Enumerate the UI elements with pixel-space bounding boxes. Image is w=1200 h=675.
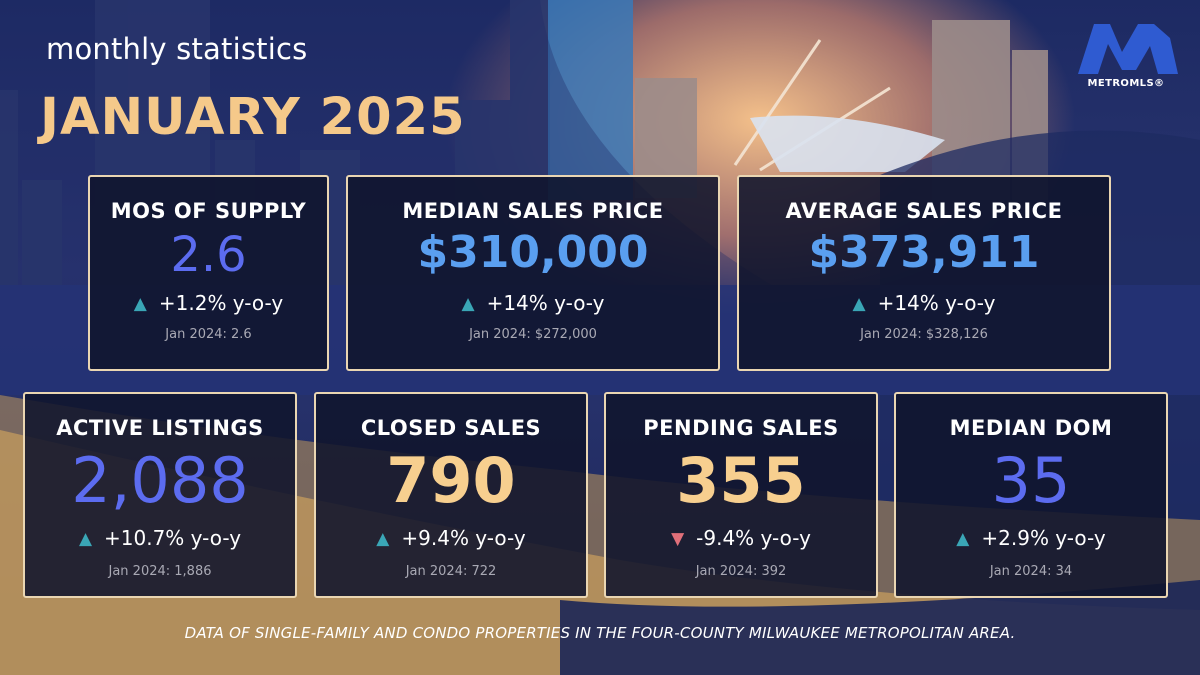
card-prior-year: Jan 2024: $328,126 bbox=[860, 327, 988, 342]
page-title: JANUARY 2025 bbox=[40, 88, 466, 147]
card-prior-year: Jan 2024: 1,886 bbox=[108, 564, 212, 579]
card-change: ▲ +9.4% y-o-y bbox=[316, 526, 586, 550]
card-label: AVERAGE SALES PRICE bbox=[785, 199, 1063, 223]
card-value: 2,088 bbox=[71, 444, 249, 517]
card-change-text: +9.4% y-o-y bbox=[401, 526, 526, 550]
card-value: $373,911 bbox=[808, 227, 1040, 278]
logo-wordmark: METROMLS® bbox=[1087, 78, 1165, 89]
footer-note: DATA OF SINGLE-FAMILY AND CONDO PROPERTI… bbox=[184, 624, 1016, 642]
up-triangle-icon: ▲ bbox=[78, 529, 93, 549]
card-change: ▲ +2.9% y-o-y bbox=[896, 526, 1166, 550]
card-change: ▲ +14% y-o-y bbox=[739, 291, 1109, 315]
card-active-listings: ACTIVE LISTINGS 2,088 ▲ +10.7% y-o-y Jan … bbox=[23, 392, 297, 598]
card-value: 35 bbox=[991, 444, 1071, 517]
up-triangle-icon: ▲ bbox=[461, 294, 475, 314]
card-closed-sales: CLOSED SALES 790 ▲ +9.4% y-o-y Jan 2024: … bbox=[314, 392, 588, 598]
card-prior-year: Jan 2024: 392 bbox=[695, 564, 787, 579]
card-change: ▲ +10.7% y-o-y bbox=[25, 526, 295, 550]
card-label: CLOSED SALES bbox=[360, 416, 542, 440]
card-median-dom: MEDIAN DOM 35 ▲ +2.9% y-o-y Jan 2024: 34 bbox=[894, 392, 1168, 598]
card-value: 355 bbox=[676, 444, 806, 517]
card-label: MEDIAN SALES PRICE bbox=[402, 199, 664, 223]
card-label: ACTIVE LISTINGS bbox=[56, 416, 264, 440]
card-change-text: +14% y-o-y bbox=[877, 291, 996, 315]
card-label: PENDING SALES bbox=[643, 416, 839, 440]
subtitle: monthly statistics bbox=[46, 32, 308, 66]
card-prior-year: Jan 2024: 34 bbox=[989, 564, 1073, 579]
card-months-of-supply: MOS OF SUPPLY 2.6 ▲ +1.2% y-o-y Jan 2024:… bbox=[88, 175, 329, 371]
card-change: ▲ +1.2% y-o-y bbox=[90, 291, 327, 315]
card-pending-sales: PENDING SALES 355 ▼ -9.4% y-o-y Jan 2024:… bbox=[604, 392, 878, 598]
card-change: ▼ -9.4% y-o-y bbox=[606, 526, 876, 550]
metromls-m-logo-icon bbox=[1078, 24, 1178, 74]
up-triangle-icon: ▲ bbox=[852, 294, 866, 314]
card-value: $310,000 bbox=[417, 227, 649, 278]
card-change-text: +10.7% y-o-y bbox=[104, 526, 242, 550]
card-value: 2.6 bbox=[170, 227, 247, 283]
card-prior-year: Jan 2024: 722 bbox=[405, 564, 497, 579]
card-median-sales-price: MEDIAN SALES PRICE $310,000 ▲ +14% y-o-y … bbox=[346, 175, 720, 371]
card-prior-year: Jan 2024: 2.6 bbox=[165, 327, 252, 342]
card-value: 790 bbox=[386, 444, 516, 517]
card-change-text: +1.2% y-o-y bbox=[158, 291, 284, 315]
card-change-text: -9.4% y-o-y bbox=[696, 526, 811, 550]
card-average-sales-price: AVERAGE SALES PRICE $373,911 ▲ +14% y-o-y… bbox=[737, 175, 1111, 371]
card-change-text: +2.9% y-o-y bbox=[981, 526, 1106, 550]
card-prior-year: Jan 2024: $272,000 bbox=[469, 327, 597, 342]
down-triangle-icon: ▼ bbox=[671, 529, 685, 549]
up-triangle-icon: ▲ bbox=[133, 294, 147, 314]
card-change-text: +14% y-o-y bbox=[486, 291, 605, 315]
up-triangle-icon: ▲ bbox=[376, 529, 390, 549]
card-change: ▲ +14% y-o-y bbox=[348, 291, 718, 315]
card-label: MOS OF SUPPLY bbox=[110, 199, 307, 223]
card-label: MEDIAN DOM bbox=[949, 416, 1113, 440]
up-triangle-icon: ▲ bbox=[956, 529, 970, 549]
